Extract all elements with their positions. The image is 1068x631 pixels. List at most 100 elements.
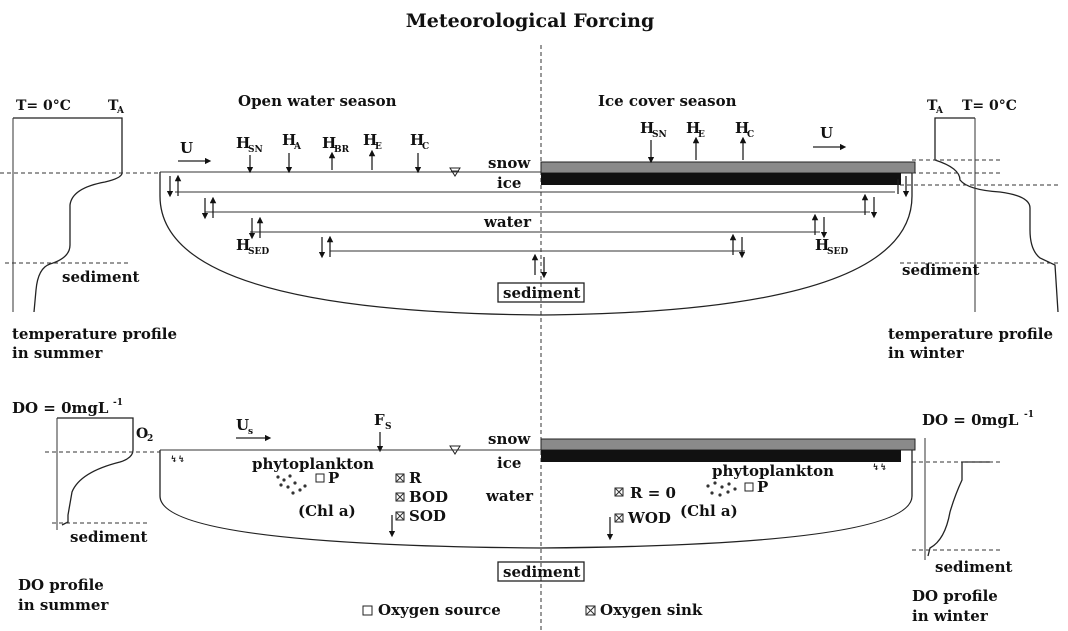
- caption-temp-summer-2: in summer: [12, 344, 103, 362]
- caption-temp-winter-1: temperature profile: [888, 325, 1053, 343]
- o2-label-summer: O: [136, 426, 148, 442]
- oxygen-source-icon: [362, 605, 373, 616]
- temperature-profile-winter: T A T= 0°C sediment temperature profile …: [888, 98, 1060, 362]
- ice-cover-season-label: Ice cover season: [598, 92, 737, 110]
- do-profile-winter: DO = 0mgL -1 sediment DO profile in wint…: [912, 410, 1034, 625]
- legend-oxygen-source: Oxygen source: [378, 601, 501, 619]
- flux-h-sn-ice: H SN: [640, 119, 667, 164]
- chl-label-winter: (Chl a): [680, 502, 738, 520]
- svg-text:H: H: [686, 119, 700, 137]
- t0-label-winter: T= 0°C: [962, 98, 1017, 114]
- source-box-p-summer: [315, 473, 325, 483]
- h-sed-label-right: H SED: [815, 236, 848, 257]
- svg-text:-1: -1: [1024, 410, 1034, 420]
- svg-text:H: H: [236, 134, 250, 152]
- oxygen-sink-icon: [585, 605, 596, 616]
- phytoplankton-label-summer: phytoplankton: [252, 455, 374, 473]
- sediment-heat-arrows: [166, 172, 910, 279]
- snow-layer-top: [540, 161, 916, 174]
- bod-label-summer: BOD: [409, 488, 448, 506]
- svg-text:H: H: [236, 236, 250, 254]
- t0-label-summer: T= 0°C: [16, 98, 71, 114]
- svg-text:SN: SN: [652, 130, 667, 140]
- svg-text:P: P: [328, 469, 339, 487]
- ta-label-winter: T: [927, 98, 938, 114]
- caption-temp-summer-1: temperature profile: [12, 325, 177, 343]
- svg-text:U: U: [236, 416, 249, 434]
- svg-text:E: E: [698, 130, 705, 140]
- svg-text:H: H: [410, 131, 424, 149]
- water-label-bottom: water: [485, 487, 534, 505]
- caption-do-summer-2: in summer: [18, 596, 109, 614]
- svg-text:s: s: [248, 427, 253, 437]
- svg-text:E: E: [375, 142, 382, 152]
- sediment-label-summer-temp: sediment: [62, 268, 139, 286]
- lake-basin-bottom: [159, 450, 913, 549]
- snow-layer-bottom: [540, 438, 916, 451]
- phytoplankton-dots-winter: [706, 481, 737, 497]
- sediment-box-bottom: [497, 561, 585, 582]
- summer-oxygen-terms: phytoplankton P (Chl a) R BOD SOD: [252, 455, 448, 538]
- svg-text:H: H: [815, 236, 829, 254]
- flux-h-e-open: H E: [363, 131, 382, 170]
- flux-h-c-ice: H C: [735, 119, 754, 160]
- snow-label-top: snow: [488, 154, 531, 172]
- water-level-icon-bottom: [449, 445, 461, 455]
- flux-h-e-ice: H E: [686, 119, 705, 160]
- phytoplankton-dots-summer: [276, 474, 307, 495]
- svg-text:C: C: [422, 142, 429, 152]
- ice-label-top: ice: [497, 174, 521, 192]
- flux-h-c-open: H C: [410, 131, 429, 174]
- svg-text:BR: BR: [334, 145, 350, 155]
- r-label-summer: R: [409, 469, 422, 487]
- reaeration-mark-left: ↯↯: [170, 455, 185, 465]
- phytoplankton-label-winter: phytoplankton: [712, 462, 834, 480]
- sod-label-summer: SOD: [409, 507, 446, 525]
- svg-text:SED: SED: [827, 247, 848, 257]
- svg-text:H: H: [640, 119, 654, 137]
- ta-label-summer: T: [108, 98, 119, 114]
- winter-oxygen-terms: phytoplankton P R = 0 (Chl a) WOD: [606, 462, 834, 541]
- wind-us: U s: [236, 416, 272, 442]
- flux-fs: F S: [374, 411, 392, 453]
- chl-label-summer: (Chl a): [298, 502, 356, 520]
- sediment-label-bottom: sediment: [503, 563, 580, 581]
- source-box-p-winter: [744, 482, 754, 492]
- svg-text:SN: SN: [248, 145, 263, 155]
- svg-text:C: C: [747, 130, 754, 140]
- caption-temp-winter-2: in winter: [888, 344, 965, 362]
- sediment-label-top: sediment: [503, 284, 580, 302]
- legend: Oxygen source Oxygen sink: [362, 601, 703, 619]
- diagram-title: Meteorological Forcing: [406, 10, 654, 32]
- reaeration-mark-right: ↯↯: [872, 463, 887, 473]
- caption-do-winter-1: DO profile: [912, 587, 998, 605]
- svg-text:A: A: [116, 106, 125, 116]
- caption-do-winter-2: in winter: [912, 607, 989, 625]
- flux-h-br-open: H BR: [322, 134, 350, 170]
- ice-label-bottom: ice: [497, 454, 521, 472]
- flux-h-a-open: H A: [282, 131, 302, 174]
- legend-oxygen-sink: Oxygen sink: [600, 601, 703, 619]
- svg-text:H: H: [282, 131, 296, 149]
- wod-label-winter: WOD: [627, 509, 671, 527]
- flux-h-sn-open: H SN: [236, 134, 263, 174]
- ice-layer-top: [541, 173, 901, 185]
- temperature-profile-summer: T= 0°C T A sediment temperature profile …: [0, 98, 177, 362]
- do-profile-summer: DO = 0mgL -1 O 2 sediment DO profile in …: [12, 398, 160, 614]
- svg-text:-1: -1: [113, 398, 123, 408]
- svg-text:H: H: [363, 131, 377, 149]
- sediment-label-winter-temp: sediment: [902, 261, 979, 279]
- svg-text:P: P: [757, 478, 768, 496]
- do0-label-summer: DO = 0mgL: [12, 399, 109, 417]
- svg-text:2: 2: [147, 434, 153, 444]
- h-sed-label-left: H SED: [236, 236, 269, 257]
- svg-text:S: S: [385, 422, 392, 432]
- svg-text:H: H: [322, 134, 336, 152]
- wind-label-ice: U: [820, 124, 833, 142]
- open-water-season-label: Open water season: [238, 92, 397, 110]
- sediment-box-top: [497, 282, 585, 303]
- water-label-top: water: [483, 213, 532, 231]
- svg-text:A: A: [935, 106, 944, 116]
